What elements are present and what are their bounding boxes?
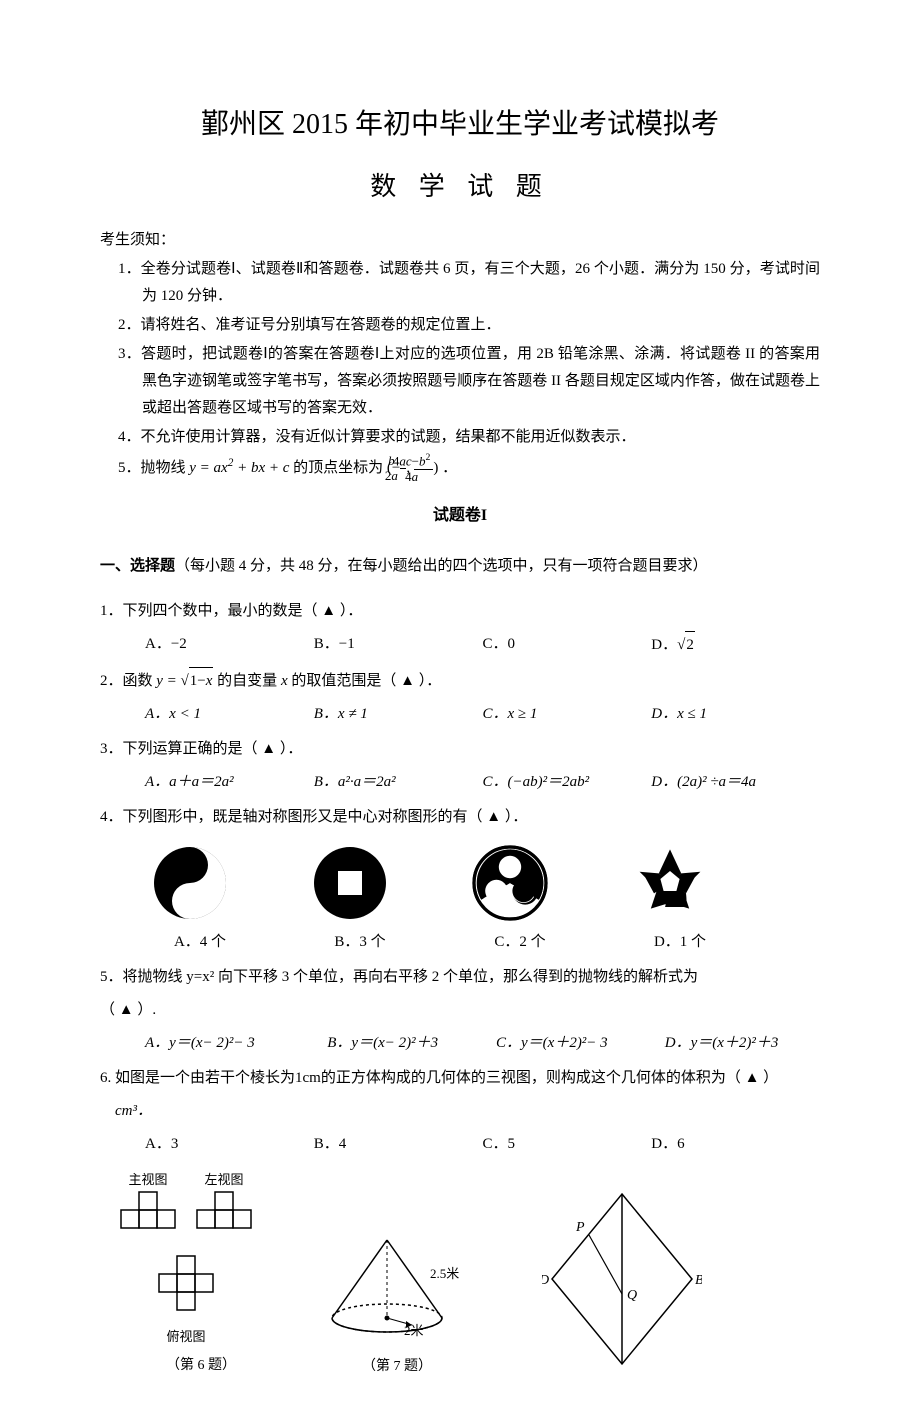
- instr5-mid: 的顶点坐标为: [293, 460, 387, 476]
- q1-text: 1．下列四个数中，最小的数是（ ▲ ）．: [100, 598, 820, 625]
- q2-opt-c: C．x ≥ 1: [483, 701, 652, 728]
- q2-opt-a: A．x < 1: [145, 701, 314, 728]
- q5-opt-b: B．y＝(x− 2)²＋3: [327, 1030, 496, 1057]
- q6-opt-d: D．6: [651, 1131, 820, 1158]
- instructions-heading: 考生须知：: [100, 227, 820, 254]
- page-title: 鄞州区 2015 年初中毕业生学业考试模拟考: [100, 100, 820, 150]
- q2-opt-d: D．x ≤ 1: [651, 701, 820, 728]
- question-5: 5．将抛物线 y=x² 向下平移 3 个单位，再向右平移 2 个单位，那么得到的…: [100, 964, 820, 1057]
- side-view-label: 左视图: [196, 1168, 252, 1191]
- q3-text: 3．下列运算正确的是（ ▲ ）．: [100, 736, 820, 763]
- sym-fig-2: [300, 843, 400, 923]
- vertex-a: A: [618, 1189, 628, 1193]
- vertex-b: B: [695, 1273, 702, 1288]
- q6-opt-a: A．3: [145, 1131, 314, 1158]
- q4-opt-d: D．1 个: [630, 929, 730, 956]
- question-2: 2．函数 y = 1−x 的自变量 x 的取值范围是（ ▲ ）． A．x < 1…: [100, 667, 820, 728]
- q1-opt-c: C．0: [483, 631, 652, 659]
- q6-opt-c: C．5: [483, 1131, 652, 1158]
- q2-text: 2．函数 y = 1−x 的自变量 x 的取值范围是（ ▲ ）．: [100, 667, 820, 695]
- subject-title: 数 学 试 题: [100, 164, 820, 211]
- vertex-formula: (−b2a, 4ac−b24a): [387, 460, 438, 476]
- front-view-label: 主视图: [120, 1168, 176, 1191]
- instruction-item: 2．请将姓名、准考证号分别填写在答题卷的规定位置上．: [100, 312, 820, 339]
- question-6: 6. 如图是一个由若干个棱长为1cm的正方体构成的几何体的三视图，则构成这个几何…: [100, 1065, 820, 1158]
- instructions-list: 1．全卷分试题卷Ⅰ、试题卷Ⅱ和答题卷．试题卷共 6 页，有三个大题，26 个小题…: [100, 256, 820, 484]
- q6-options: A．3 B．4 C．5 D．6: [100, 1131, 820, 1158]
- q6-text: 6. 如图是一个由若干个棱长为1cm的正方体构成的几何体的三视图，则构成这个几何…: [100, 1065, 820, 1092]
- fig6-caption: （第 6 题）: [166, 1353, 236, 1378]
- q3-opt-d: D．(2a)² ÷a＝4a: [651, 769, 820, 796]
- figures-row: 主视图 左视图: [100, 1168, 820, 1379]
- three-views-figure: 主视图 左视图: [120, 1168, 252, 1379]
- q4-opt-a: A．4 个: [150, 929, 250, 956]
- q6-unit: cm³．: [100, 1098, 820, 1125]
- cone-radius-label: 2米: [404, 1323, 424, 1338]
- sym-fig-1: [140, 843, 240, 923]
- parabola-formula: y = ax2 + bx + c: [189, 460, 289, 476]
- side-view-icon: [196, 1191, 252, 1231]
- q4-options: A．4 个 B．3 个 C．2 个 D．1 个: [100, 929, 820, 956]
- q1-options: A．−2 B．−1 C．0 D．2: [100, 631, 820, 659]
- q2-options: A．x < 1 B．x ≠ 1 C．x ≥ 1 D．x ≤ 1: [100, 701, 820, 728]
- cone-icon: 2.5米 2米: [312, 1230, 482, 1340]
- top-view-icon: [156, 1255, 216, 1315]
- q5-opt-d: D．y＝(x＋2)²＋3: [665, 1030, 820, 1057]
- rhombus-icon: A B C D P Q: [542, 1189, 702, 1369]
- question-3: 3．下列运算正确的是（ ▲ ）． A．a＋a＝2a² B．a²·a＝2a² C．…: [100, 736, 820, 796]
- vertex-d: D: [542, 1273, 549, 1288]
- cone-figure: 2.5米 2米 （第 7 题）: [312, 1230, 482, 1379]
- q2-opt-b: B．x ≠ 1: [314, 701, 483, 728]
- q3-opt-a: A．a＋a＝2a²: [145, 769, 314, 796]
- q1-opt-a: A．−2: [145, 631, 314, 659]
- q4-opt-b: B．3 个: [310, 929, 410, 956]
- q1-opt-b: B．−1: [314, 631, 483, 659]
- symmetry-figures: [100, 843, 820, 923]
- fig7-caption: （第 7 题）: [312, 1354, 482, 1379]
- point-q: Q: [627, 1288, 637, 1303]
- instruction-item: 4．不允许使用计算器，没有近似计算要求的试题，结果都不能用近似数表示．: [100, 424, 820, 451]
- question-4: 4．下列图形中，既是轴对称图形又是中心对称图形的有（ ▲ ）．: [100, 804, 820, 956]
- q5-options: A．y＝(x− 2)²− 3 B．y＝(x− 2)²＋3 C．y＝(x＋2)²−…: [100, 1030, 820, 1057]
- q5-opt-a: A．y＝(x− 2)²− 3: [145, 1030, 327, 1057]
- q5-opt-c: C．y＝(x＋2)²− 3: [496, 1030, 665, 1057]
- front-view-icon: [120, 1191, 176, 1231]
- instruction-item: 3．答题时，把试题卷Ⅰ的答案在答题卷Ⅰ上对应的选项位置，用 2B 铅笔涂黑、涂满…: [100, 341, 820, 422]
- instr5-suffix: ．: [442, 460, 457, 476]
- q3-options: A．a＋a＝2a² B．a²·a＝2a² C．(−ab)²＝2ab² D．(2a…: [100, 769, 820, 796]
- q4-text: 4．下列图形中，既是轴对称图形又是中心对称图形的有（ ▲ ）．: [100, 804, 820, 831]
- instruction-item: 1．全卷分试题卷Ⅰ、试题卷Ⅱ和答题卷．试题卷共 6 页，有三个大题，26 个小题…: [100, 256, 820, 310]
- sym-fig-3: [460, 843, 560, 923]
- q3-opt-c: C．(−ab)²＝2ab²: [483, 769, 652, 796]
- q4-opt-c: C．2 个: [470, 929, 570, 956]
- q5-text: 5．将抛物线 y=x² 向下平移 3 个单位，再向右平移 2 个单位，那么得到的…: [100, 964, 820, 991]
- sym-fig-4: [620, 843, 720, 923]
- rhombus-figure: A B C D P Q: [542, 1189, 702, 1379]
- top-view-label: 俯视图: [120, 1325, 252, 1348]
- part-title: 一、选择题（每小题 4 分，共 48 分，在每小题给出的四个选项中，只有一项符合…: [100, 553, 820, 580]
- question-1: 1．下列四个数中，最小的数是（ ▲ ）． A．−2 B．−1 C．0 D．2: [100, 598, 820, 659]
- q3-opt-b: B．a²·a＝2a²: [314, 769, 483, 796]
- vertex-c: C: [619, 1368, 629, 1369]
- q5-text2: （ ▲ ）.: [100, 997, 820, 1024]
- section-header: 试题卷I: [100, 502, 820, 531]
- instruction-item: 5．抛物线 y = ax2 + bx + c 的顶点坐标为 (−b2a, 4ac…: [100, 453, 820, 484]
- part-title-rest: （每小题 4 分，共 48 分，在每小题给出的四个选项中，只有一项符合题目要求）: [175, 558, 708, 574]
- point-p: P: [575, 1220, 585, 1235]
- part-title-bold: 一、选择题: [100, 558, 175, 574]
- q1-opt-d: D．2: [651, 631, 820, 659]
- cone-slant-label: 2.5米: [430, 1266, 459, 1281]
- instr5-prefix: 5．抛物线: [118, 460, 189, 476]
- q6-opt-b: B．4: [314, 1131, 483, 1158]
